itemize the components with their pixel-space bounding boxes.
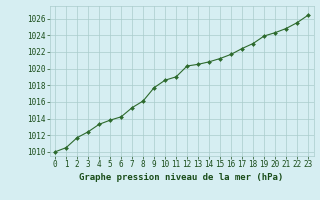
X-axis label: Graphe pression niveau de la mer (hPa): Graphe pression niveau de la mer (hPa)	[79, 173, 284, 182]
